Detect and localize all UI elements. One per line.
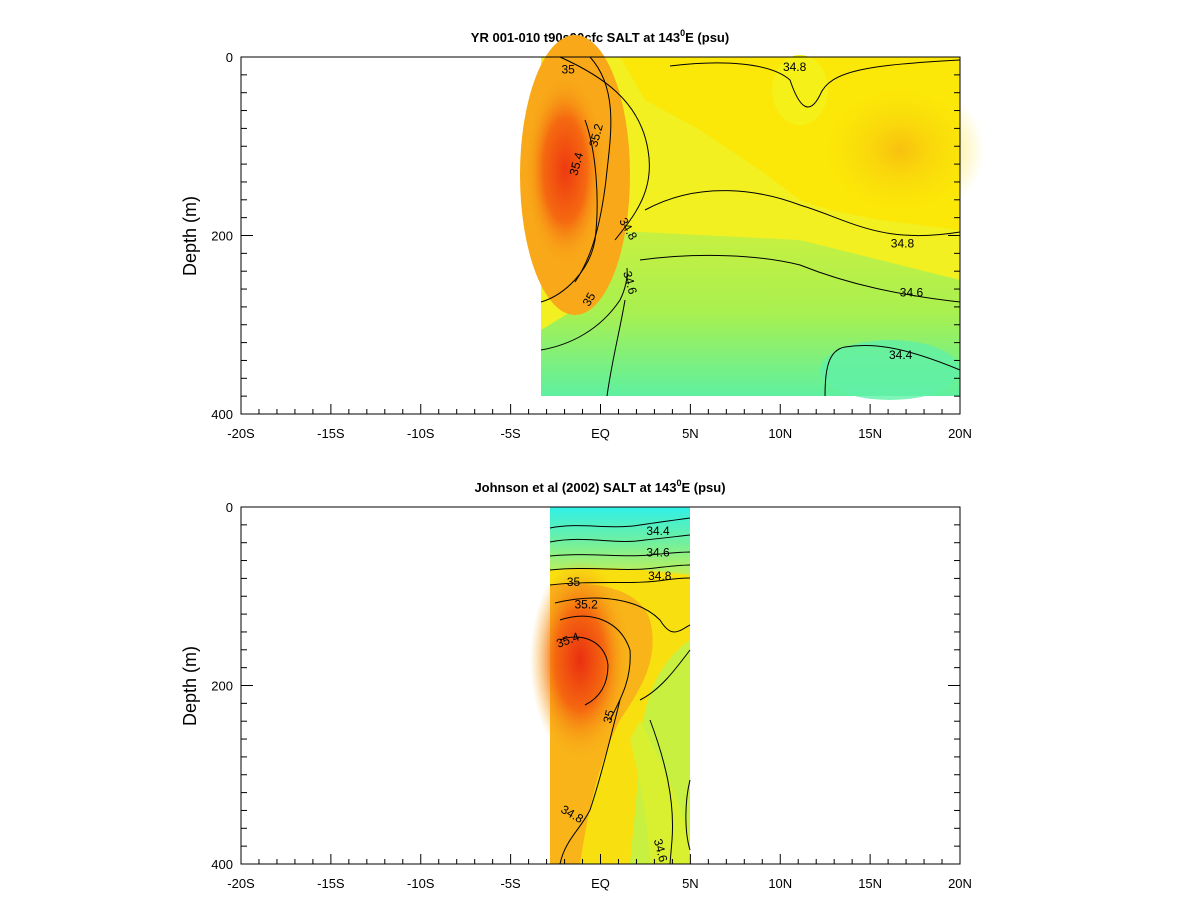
x-tick-label: 15N [858,426,882,441]
panel-title: Johnson et al (2002) SALT at 1430E (psu) [474,478,725,495]
contour-label: 35 [600,708,617,725]
x-tick-label: -10S [407,426,435,441]
panel-title: YR 001-010 t90s90cfc SALT at 1430E (psu) [471,28,729,45]
contour-label: 34.6 [900,286,924,300]
x-tick-label: -20S [227,426,255,441]
x-tick-label: 15N [858,876,882,891]
contour-label: 35.4 [567,150,587,176]
x-tick-label: 20N [948,876,972,891]
y-axis-label: Depth (m) [180,196,200,276]
y-tick-label: 400 [211,857,233,872]
x-tick-label: 10N [768,426,792,441]
x-tick-label: 10N [768,876,792,891]
contour-label: 35.2 [574,597,598,611]
salinity-field [520,35,985,400]
y-tick-label: 400 [211,407,233,422]
x-tick-label: -5S [501,876,522,891]
contour-label: 34.6 [620,269,640,295]
y-tick-label: 200 [211,229,233,244]
contour-label: 34.6 [651,837,671,863]
contour-label: 35 [561,63,575,77]
y-tick-label: 0 [226,50,233,65]
contour-label: 34.4 [646,524,670,538]
x-tick-label: 5N [682,426,699,441]
contour-lines [540,56,961,397]
x-tick-label: EQ [591,876,610,891]
x-tick-label: -20S [227,876,255,891]
contour-label: 34.4 [889,348,913,362]
y-axis-label: Depth (m) [180,646,200,726]
salinity-field [530,507,690,864]
x-tick-label: -15S [317,426,345,441]
contour-label: 35 [580,290,599,309]
observed-salinity-panel: Johnson et al (2002) SALT at 1430E (psu)… [180,478,972,891]
contour-label: 34.6 [646,546,670,560]
model-salinity-panel: YR 001-010 t90s90cfc SALT at 1430E (psu)… [180,28,985,441]
contour-label: 34.8 [891,237,915,251]
x-tick-label: 20N [948,426,972,441]
contour-label: 34.8 [783,60,807,74]
axis-ticks: -20S -15S -10S -5S EQ 5N 10N 15N 20N 0 200 400 [211,50,972,441]
contour-label: 35.2 [586,122,606,148]
x-tick-label: EQ [591,426,610,441]
contour-label: 35 [567,575,581,589]
x-tick-label: -5S [501,426,522,441]
contour-label: 34.8 [648,569,672,583]
y-tick-label: 0 [226,500,233,515]
contour-lines [549,517,691,865]
x-tick-label: -15S [317,876,345,891]
y-tick-label: 200 [211,679,233,694]
x-tick-label: -10S [407,876,435,891]
x-tick-label: 5N [682,876,699,891]
axis-ticks: -20S -15S -10S -5S EQ 5N 10N 15N 20N 0 200 400 [211,500,972,891]
